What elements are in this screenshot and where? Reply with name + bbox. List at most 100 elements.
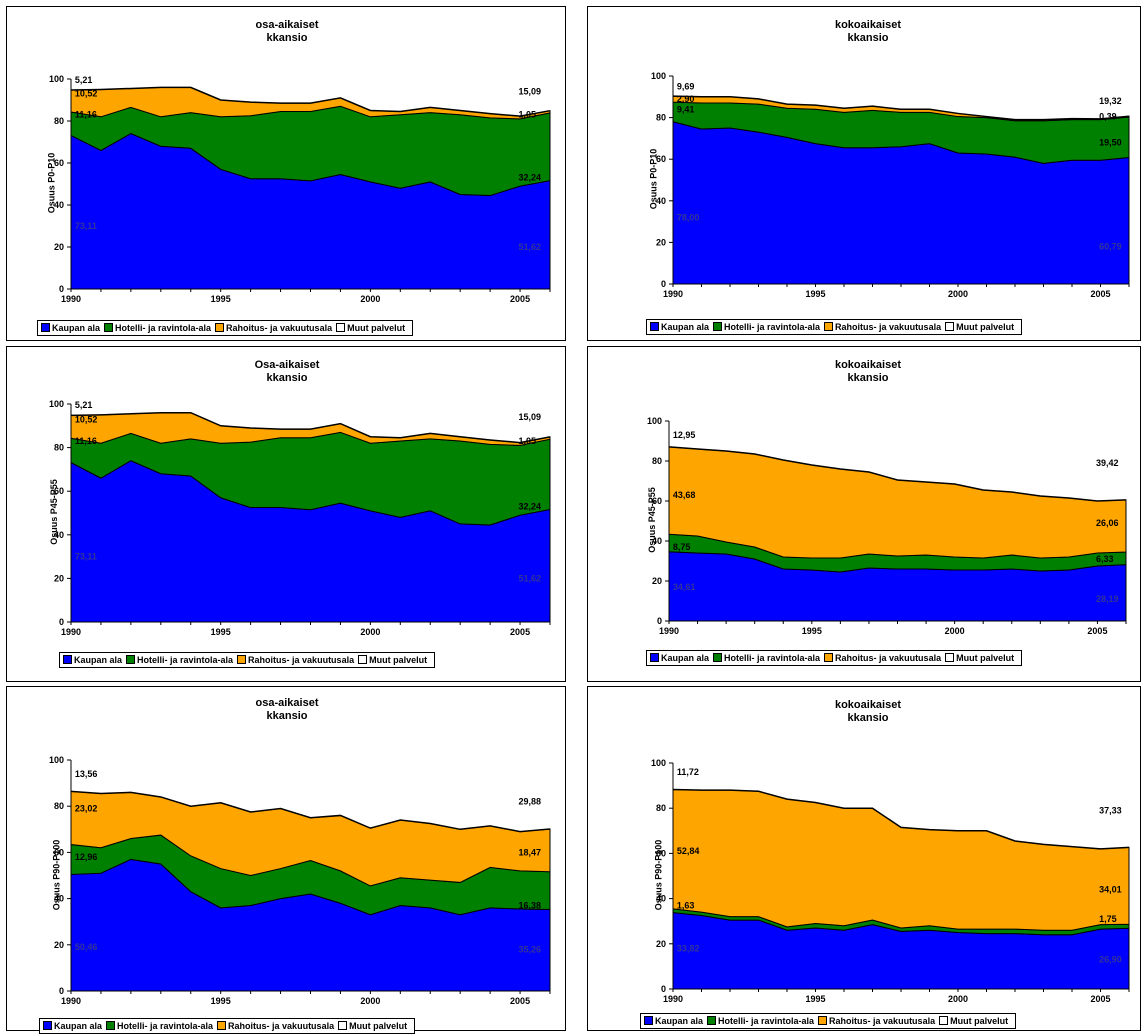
area-outline [70,86,551,117]
data-label: 11,72 [677,767,699,777]
legend-item: Rahoitus- ja vakuutusala [215,322,332,334]
x-tick-label: 1995 [805,289,825,299]
legend-label: Hotelli- ja ravintola-ala [718,1016,815,1026]
legend-item: Muut palvelut [338,1020,407,1032]
data-label: 11,16 [75,110,97,120]
data-label: 12,96 [75,852,98,862]
legend-swatch [43,1021,52,1030]
data-label: 51,62 [518,573,541,583]
legend-label: Rahoitus- ja vakuutusala [228,1021,335,1031]
y-tick-label: 20 [652,576,662,586]
legend-item: Rahoitus- ja vakuutusala [217,1020,334,1032]
legend-item: Hotelli- ja ravintola-ala [707,1015,814,1027]
y-tick-label: 0 [661,984,666,994]
data-label: 10,52 [75,89,98,99]
y-tick-label: 80 [656,803,666,813]
y-tick-label: 0 [661,279,666,289]
chart-svg: 0 20 40 60 80 100 1990 1995 2000 2005 73,11 11,16 10… [49,74,551,304]
data-label: 28,19 [1096,594,1119,604]
x-tick-label: 2000 [360,996,380,1006]
data-label: 1,75 [1099,914,1117,924]
data-label: 34,61 [673,582,696,592]
chart-legend: Kaupan ala Hotelli- ja ravintola-ala Rahoi… [646,650,1023,666]
data-label: 19,32 [1099,96,1122,106]
legend-item: Hotelli- ja ravintola-ala [126,654,233,666]
legend-item: Kaupan ala [650,321,709,333]
chart-title: kokoaikaiset kkansio [834,359,902,384]
legend-item: Muut palvelut [336,322,405,334]
data-label: 78,00 [677,212,700,222]
data-label: 15,09 [518,87,541,97]
legend-item: Kaupan ala [644,1015,703,1027]
y-tick-label: 100 [49,755,64,765]
legend-swatch [945,322,955,331]
legend-item: Hotelli- ja ravintola-ala [713,652,820,664]
legend-swatch [644,1016,653,1025]
y-tick-label: 20 [656,939,666,949]
legend-label: Hotelli- ja ravintola-ala [115,323,212,333]
x-tick-label: 1995 [211,294,231,304]
x-tick-label: 2000 [945,626,965,636]
legend-swatch [215,323,225,332]
data-label: 0,39 [1099,112,1117,122]
data-label: 11,16 [75,436,97,446]
y-tick-label: 0 [59,617,64,627]
legend-label: Kaupan ala [655,1016,704,1026]
data-label: 19,50 [1099,138,1122,148]
data-label: 1,63 [677,900,695,910]
x-tick-label: 2000 [948,289,968,299]
y-axis-label: Osuus P90-P100 [51,839,62,910]
y-tick-label: 80 [54,116,64,126]
legend-item: Rahoitus- ja vakuutusala [818,1015,935,1027]
legend-swatch [237,655,247,664]
legend-swatch [713,322,723,331]
chart-title: kokoaikaiset kkansio [834,699,902,724]
y-tick-label: 100 [651,758,666,768]
legend-swatch [945,653,955,662]
area-series-muut [673,76,1129,120]
data-label: 16,38 [518,901,541,911]
data-label: 15,09 [518,412,541,422]
x-tick-label: 2005 [510,627,530,637]
area-series-muut [669,421,1126,501]
chart-panel: osa-aikaiset kkansio 0 20 40 60 80 100 1990 1995 2… [6,6,566,341]
area-series-muut [71,760,550,832]
y-axis-label: Osuus P45-P55 [646,487,657,553]
chart-panel: kokoaikaiset kkansio 0 20 40 60 80 100 1990 1995 2… [587,6,1141,341]
legend-item: Hotelli- ja ravintola-ala [713,321,820,333]
legend-label: Rahoitus- ja vakuutusala [226,323,333,333]
x-tick-label: 1995 [805,994,825,1004]
chart-legend: Kaupan ala Hotelli- ja ravintola-ala Rahoi… [640,1013,1017,1029]
data-label: 18,47 [518,847,541,857]
area-series-muut [673,763,1129,849]
legend-item: Kaupan ala [41,322,100,334]
chart-svg: 0 20 40 60 80 100 1990 1995 2000 2005 50,46 12,96 23… [49,755,551,1006]
x-tick-label: 1995 [802,626,822,636]
data-label: 32,24 [518,173,541,183]
data-label: 23,02 [75,804,98,814]
legend-item: Muut palvelut [939,1015,1008,1027]
y-tick-label: 20 [54,940,64,950]
y-tick-label: 100 [49,74,64,84]
legend-item: Muut palvelut [945,652,1014,664]
chart-title: Osa-aikaiset kkansio [254,359,320,384]
legend-label: Muut palvelut [347,323,406,333]
data-label: 6,33 [1096,554,1114,564]
legend-label: Rahoitus- ja vakuutusala [248,655,355,665]
legend-item: Rahoitus- ja vakuutusala [824,652,941,664]
y-axis-label: Osuus P45-P55 [48,479,59,545]
data-label: 26,90 [1099,955,1122,965]
legend-label: Muut palvelut [956,653,1015,663]
y-axis-label: Osuus P90-P100 [653,839,664,911]
legend-item: Rahoitus- ja vakuutusala [237,654,354,666]
legend-label: Hotelli- ja ravintola-ala [724,322,821,332]
x-tick-label: 1995 [211,996,231,1006]
y-tick-label: 100 [647,416,662,426]
legend-swatch [358,655,368,664]
area-outline [672,95,1130,121]
legend-label: Muut palvelut [950,1016,1009,1026]
y-tick-label: 0 [59,284,64,294]
data-label: 1,05 [518,110,536,120]
legend-label: Rahoitus- ja vakuutusala [835,322,942,332]
data-label: 1,05 [518,436,536,446]
